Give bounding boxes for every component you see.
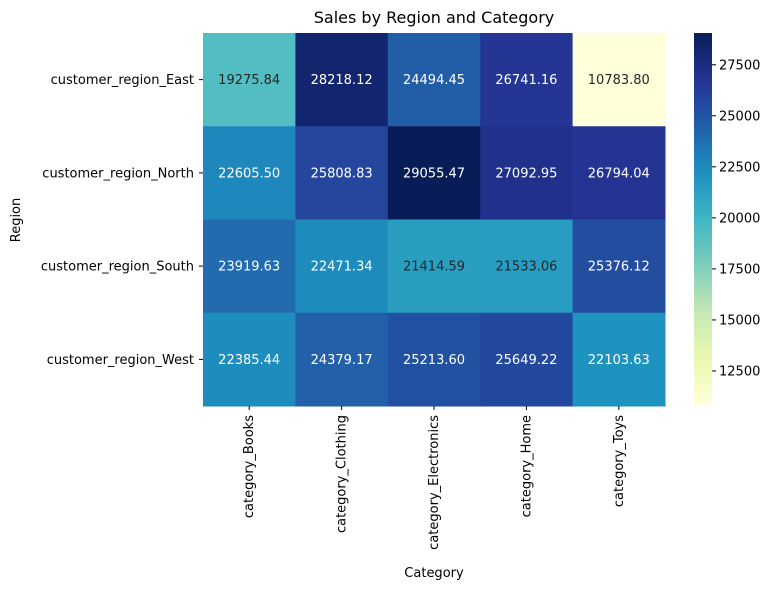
colorbar-ticks: 12500 15000 17500 20000 22500 25000 27500 <box>712 58 760 379</box>
cell-value-label: 25376.12 <box>588 260 650 275</box>
y-axis-label: Region <box>9 198 24 243</box>
colorbar-tick-label: 22500 <box>719 160 760 175</box>
y-axis-ticks: customer_region_East customer_region_Nort… <box>41 73 203 368</box>
heatmap-cell <box>480 126 574 220</box>
cell-value-label: 25649.22 <box>495 353 557 368</box>
cell-value-label: 23919.63 <box>218 260 280 275</box>
colorbar-tick-label: 25000 <box>719 109 760 124</box>
colorbar-tick-label: 15000 <box>719 313 760 328</box>
cell-value-label: 25213.60 <box>403 353 465 368</box>
heatmap-cell <box>203 126 296 220</box>
x-tick-label: category_Electronics <box>427 415 442 550</box>
heatmap-cell <box>203 219 296 314</box>
colorbar-tick-label: 27500 <box>719 58 760 73</box>
colorbar-tick-label: 12500 <box>719 364 760 379</box>
cell-value-label: 22471.34 <box>311 260 373 275</box>
cell-value-label: 24494.45 <box>403 73 465 88</box>
heatmap-cell <box>295 219 389 314</box>
x-axis-label: Category <box>404 566 464 581</box>
heatmap-cell <box>203 312 296 407</box>
cell-value-label: 26794.04 <box>588 166 650 181</box>
x-tick-label: category_Toys <box>612 415 627 507</box>
cell-value-label: 26741.16 <box>495 73 557 88</box>
colorbar-tick-label: 20000 <box>719 211 760 226</box>
colorbar: 12500 15000 17500 20000 22500 25000 27500 <box>694 33 760 406</box>
heatmap-cell <box>572 33 666 127</box>
colorbar-gradient <box>694 33 712 406</box>
heatmap-cells: 19275.84 28218.12 24494.45 26741.16 10783.80… <box>203 33 666 407</box>
heatmap-cell <box>572 126 666 220</box>
colorbar-tick-label: 17500 <box>719 262 760 277</box>
heatmap-cell <box>480 219 574 314</box>
cell-value-label: 21414.59 <box>403 260 465 275</box>
cell-value-label: 29055.47 <box>403 166 465 181</box>
heatmap-cell <box>387 312 481 407</box>
y-tick-label: customer_region_South <box>41 260 194 275</box>
heatmap-cell <box>572 219 666 314</box>
y-tick-label: customer_region_West <box>47 353 194 368</box>
y-tick-label: customer_region_North <box>42 166 194 181</box>
cell-value-label: 28218.12 <box>311 73 373 88</box>
x-tick-label: category_Home <box>519 415 534 517</box>
cell-value-label: 25808.83 <box>311 166 373 181</box>
heatmap-cell <box>387 126 481 220</box>
heatmap-cell <box>295 33 389 127</box>
x-tick-label: category_Clothing <box>335 415 350 533</box>
cell-value-label: 22385.44 <box>218 353 280 368</box>
heatmap-cell <box>480 33 574 127</box>
y-tick-label: customer_region_East <box>51 73 194 88</box>
cell-value-label: 24379.17 <box>311 353 373 368</box>
heatmap-cell <box>572 312 666 407</box>
cell-value-label: 22103.63 <box>588 353 650 368</box>
x-tick-label: category_Books <box>242 415 257 518</box>
cell-value-label: 21533.06 <box>495 260 557 275</box>
cell-value-label: 19275.84 <box>218 73 280 88</box>
heatmap-cell <box>295 126 389 220</box>
cell-value-label: 27092.95 <box>495 166 557 181</box>
heatmap-cell <box>480 312 574 407</box>
cell-value-label: 22605.50 <box>218 166 280 181</box>
cell-value-label: 10783.80 <box>588 73 650 88</box>
heatmap-cell <box>203 33 296 127</box>
heatmap-cell <box>295 312 389 407</box>
heatmap-cell <box>387 33 481 127</box>
x-axis-ticks: category_Books category_Clothing category_… <box>242 406 627 550</box>
chart-title: Sales by Region and Category <box>314 8 555 27</box>
heatmap-cell <box>387 219 481 314</box>
